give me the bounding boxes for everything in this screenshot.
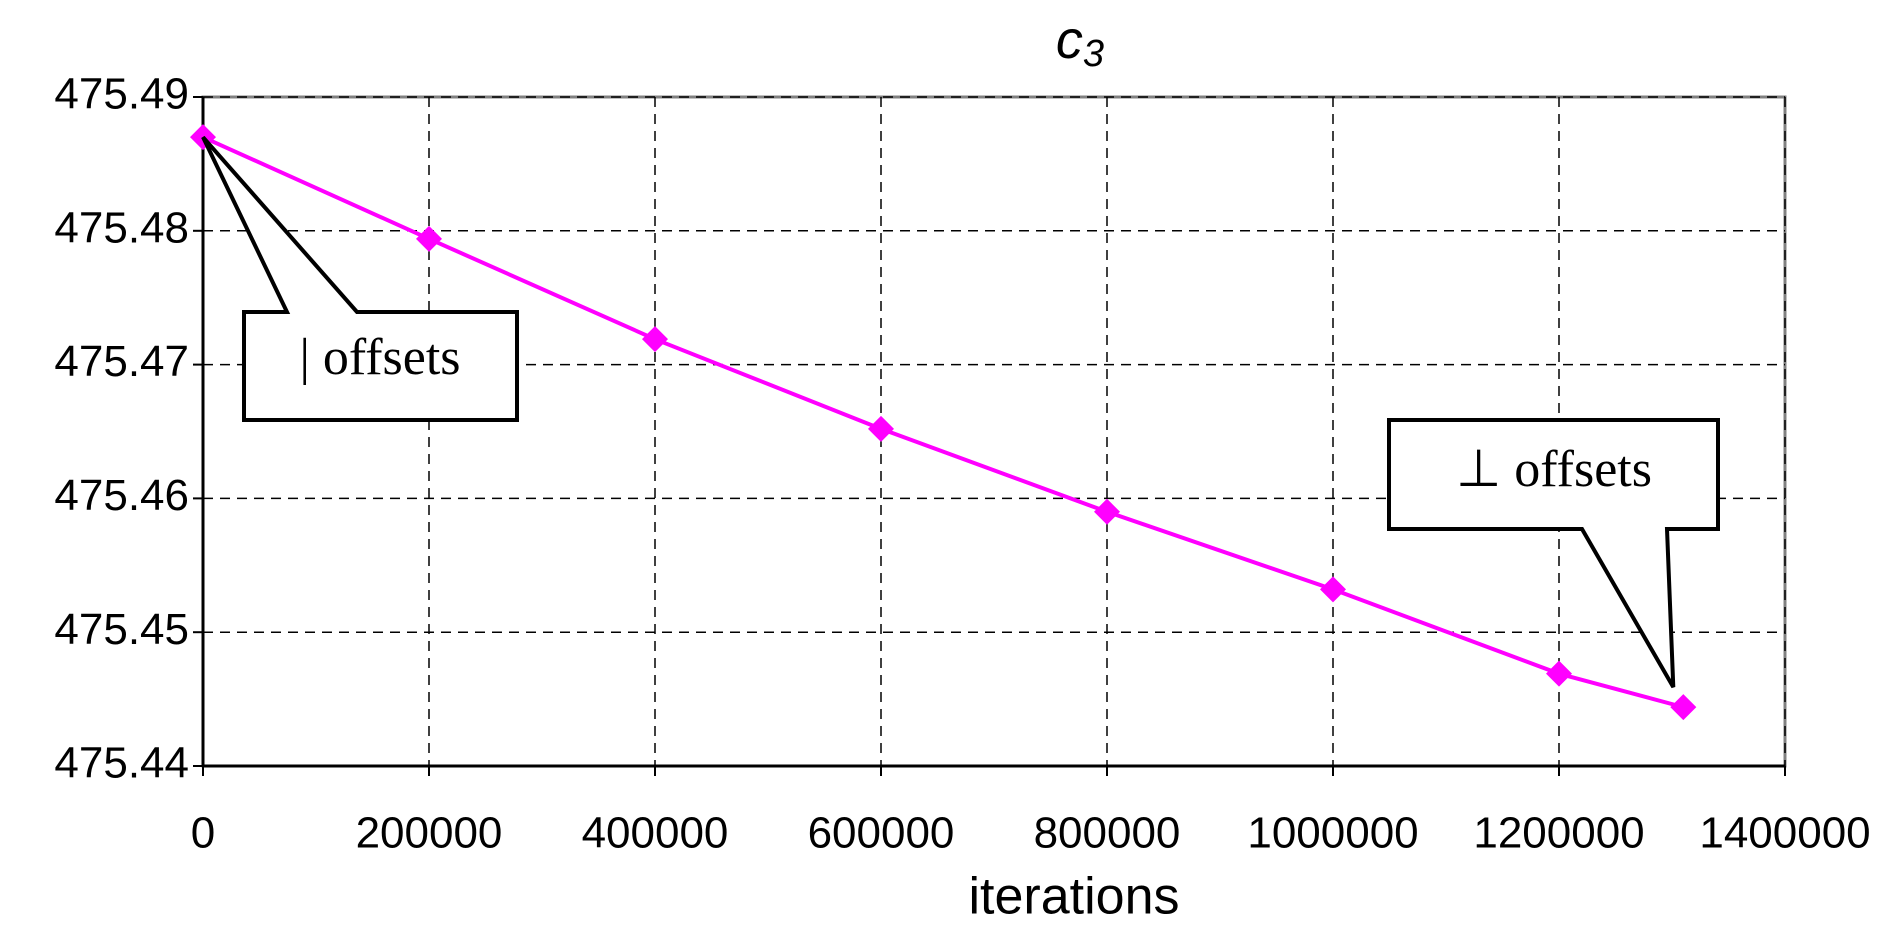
y-tick-label: 475.44 xyxy=(54,739,189,788)
x-tick-label: 200000 xyxy=(356,809,503,858)
callout xyxy=(201,135,519,422)
annotation: | offsets xyxy=(299,329,460,386)
y-tick-label: 475.48 xyxy=(54,203,189,252)
title-subscript: 3 xyxy=(1083,33,1104,75)
x-tick-label: 0 xyxy=(191,809,215,858)
data-point xyxy=(1670,694,1697,721)
data-point xyxy=(868,415,894,442)
data-point xyxy=(416,225,442,252)
x-tick-label: 1400000 xyxy=(1699,809,1870,858)
x-tick-label: 1000000 xyxy=(1247,809,1418,858)
x-tick-label: 400000 xyxy=(582,809,729,858)
data-point xyxy=(1546,660,1572,687)
annotation: ⊥ offsets xyxy=(1456,441,1652,498)
chart-title: c3 xyxy=(1056,10,1104,75)
series-line xyxy=(202,135,1684,710)
x-tick-label: 600000 xyxy=(808,809,955,858)
y-tick-label: 475.47 xyxy=(54,337,189,386)
x-tick-label: 800000 xyxy=(1034,809,1181,858)
y-tick-label: 475.49 xyxy=(54,70,189,119)
title-main: c xyxy=(1056,10,1083,70)
x-axis-label: iterations xyxy=(969,868,1180,926)
x-tick-label: 1200000 xyxy=(1473,809,1644,858)
data-point xyxy=(1094,498,1120,525)
y-tick-label: 475.46 xyxy=(54,471,189,520)
y-tick-label: 475.45 xyxy=(54,605,189,654)
data-point xyxy=(642,326,668,353)
callout xyxy=(1387,418,1720,689)
data-point xyxy=(1320,576,1346,603)
